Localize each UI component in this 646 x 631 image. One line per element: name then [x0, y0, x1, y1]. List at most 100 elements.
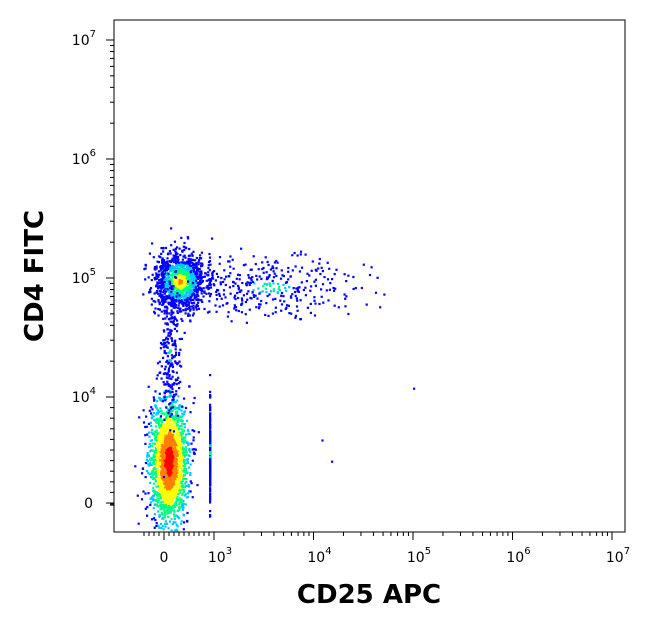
data-point: [172, 300, 175, 303]
data-point: [177, 306, 180, 310]
data-point: [148, 473, 151, 476]
data-point: [162, 339, 165, 342]
data-point: [176, 272, 179, 276]
data-point: [164, 505, 168, 508]
data-point: [277, 288, 280, 291]
data-point: [195, 291, 199, 294]
data-point: [171, 400, 174, 404]
data-point: [157, 292, 160, 295]
data-point: [183, 426, 186, 429]
data-point: [239, 290, 242, 293]
data-point: [169, 351, 172, 354]
data-point: [174, 304, 177, 307]
data-point: [190, 305, 193, 308]
data-point: [172, 254, 175, 257]
data-point: [175, 523, 178, 526]
data-point: [167, 352, 170, 355]
data-point: [178, 337, 181, 341]
data-point: [209, 393, 212, 397]
data-point: [170, 337, 173, 340]
data-point: [157, 275, 160, 278]
data-point: [157, 299, 160, 302]
data-point: [161, 427, 165, 431]
data-point: [150, 518, 154, 521]
data-point: [167, 370, 170, 373]
data-point: [170, 444, 173, 447]
data-point: [160, 460, 163, 463]
data-point: [304, 294, 307, 297]
data-point: [180, 428, 184, 431]
data-point: [166, 288, 169, 291]
data-point: [175, 280, 178, 283]
data-point: [166, 253, 170, 256]
data-point: [155, 468, 158, 471]
data-point: [300, 281, 303, 284]
data-point: [156, 277, 159, 280]
data-point: [175, 390, 178, 393]
data-point: [178, 360, 181, 363]
data-point: [170, 508, 173, 511]
data-point: [158, 308, 161, 311]
data-point: [263, 282, 266, 285]
data-point: [180, 418, 183, 421]
data-point: [225, 275, 228, 278]
data-point: [187, 483, 190, 486]
data-point: [173, 503, 176, 506]
data-point: [162, 260, 166, 263]
data-point: [183, 397, 186, 400]
data-point: [161, 485, 164, 488]
data-point: [166, 486, 169, 489]
data-point: [178, 387, 181, 390]
data-point: [166, 267, 169, 270]
data-point: [175, 461, 178, 465]
data-point: [173, 513, 176, 516]
y-axis-title: CD4 FITC: [20, 210, 50, 342]
data-point: [165, 412, 168, 415]
data-point: [156, 477, 159, 480]
data-point: [187, 259, 190, 262]
data-point: [313, 314, 317, 317]
data-point: [164, 390, 168, 393]
data-point: [195, 262, 198, 265]
data-point: [178, 491, 181, 494]
data-point: [158, 438, 161, 441]
data-point: [172, 305, 175, 308]
data-point: [170, 364, 173, 367]
data-point: [326, 278, 330, 281]
data-point: [174, 421, 177, 424]
data-point: [205, 286, 208, 289]
data-point: [220, 276, 223, 280]
data-point: [216, 288, 219, 292]
data-point: [162, 295, 165, 298]
data-point: [162, 329, 165, 332]
data-point: [175, 454, 178, 457]
data-point: [166, 461, 169, 464]
data-point: [173, 471, 176, 474]
data-point: [167, 289, 170, 292]
data-point: [161, 504, 164, 507]
data-point: [154, 458, 157, 462]
data-point: [161, 447, 164, 450]
data-point: [168, 505, 171, 508]
data-point: [172, 462, 175, 465]
data-point: [264, 313, 267, 317]
data-point: [190, 442, 193, 445]
data-point: [184, 446, 187, 449]
data-point: [156, 469, 159, 472]
data-point: [201, 279, 204, 283]
data-point: [295, 297, 298, 300]
data-point: [183, 482, 187, 485]
data-point: [181, 272, 184, 275]
data-point: [175, 451, 179, 454]
data-point: [344, 297, 347, 300]
data-point: [171, 417, 175, 420]
data-point: [169, 422, 172, 425]
data-point: [175, 295, 178, 298]
data-point: [181, 250, 184, 253]
data-point: [169, 492, 172, 495]
data-point: [179, 348, 182, 351]
data-point: [172, 447, 175, 450]
data-point: [164, 383, 167, 386]
data-point: [178, 480, 181, 484]
y-tick-label: 104: [72, 386, 96, 406]
